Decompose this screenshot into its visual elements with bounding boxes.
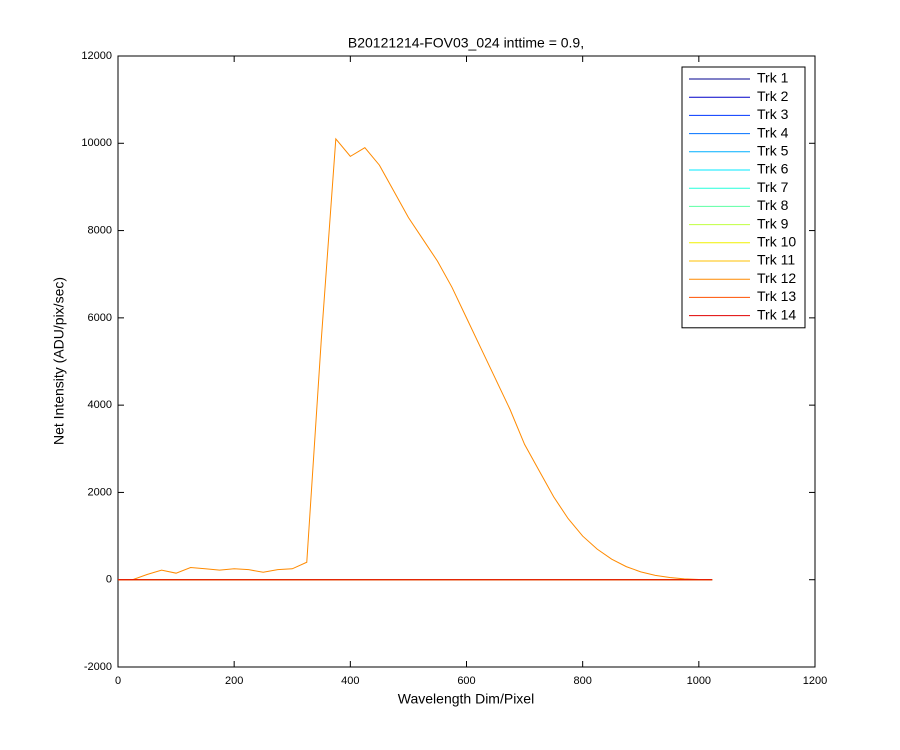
legend-label: Trk 9	[757, 215, 789, 231]
y-tick-label: 4000	[88, 399, 112, 411]
y-tick-label: 8000	[88, 224, 112, 236]
y-tick-label: -2000	[84, 661, 112, 673]
legend-label: Trk 2	[757, 88, 789, 104]
legend-label: Trk 7	[757, 179, 789, 195]
x-tick-label: 0	[115, 675, 121, 687]
y-tick-label: 0	[106, 574, 112, 586]
legend-label: Trk 3	[757, 106, 789, 122]
y-tick-label: 12000	[81, 50, 112, 62]
legend-box	[681, 66, 806, 329]
legend-label: Trk 5	[757, 143, 789, 159]
x-tick-label: 600	[457, 675, 475, 687]
x-tick-label: 400	[341, 675, 359, 687]
y-tick-label: 6000	[88, 312, 112, 324]
x-axis-label: Wavelength Dim/Pixel	[398, 691, 534, 707]
chart-title: B20121214-FOV03_024 inttime = 0.9,	[348, 35, 584, 51]
legend-label: Trk 4	[757, 124, 789, 140]
y-tick-label: 2000	[88, 486, 112, 498]
x-tick-label: 1200	[803, 675, 827, 687]
legend-label: Trk 13	[757, 288, 796, 304]
data-line	[118, 137, 713, 581]
y-tick-label: 10000	[81, 137, 112, 149]
legend-label: Trk 1	[757, 70, 789, 86]
legend-label: Trk 14	[757, 306, 796, 322]
x-tick-label: 800	[573, 675, 591, 687]
legend-label: Trk 12	[757, 270, 796, 286]
legend-label: Trk 10	[757, 234, 796, 250]
x-tick-label: 200	[225, 675, 243, 687]
x-tick-label: 1000	[687, 675, 711, 687]
legend-label: Trk 6	[757, 161, 789, 177]
legend-label: Trk 11	[757, 252, 795, 268]
y-axis-label: Net Intensity (ADU/pix/sec)	[51, 277, 67, 445]
legend-label: Trk 8	[757, 197, 789, 213]
